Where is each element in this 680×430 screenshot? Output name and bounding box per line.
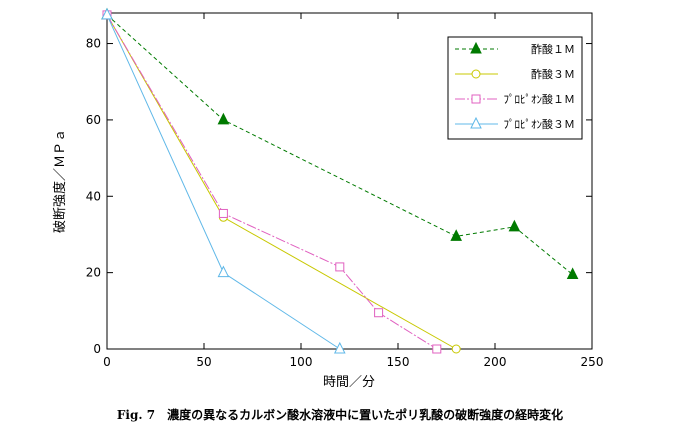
data-point [217,112,230,125]
legend-label: 酢酸１Ｍ [531,42,575,56]
data-point [508,219,521,232]
legend-entry: 酢酸３Ｍ [455,67,575,81]
data-point [217,265,230,278]
series-3 [102,10,442,354]
legend-marker [470,41,482,54]
y-tick-label: 40 [86,189,101,203]
legend-box [447,36,583,140]
x-tick-label: 50 [196,355,211,369]
x-tick-label: 100 [290,355,313,369]
plot-frame [106,12,593,350]
data-point [333,341,346,354]
x-tick-label: 200 [484,355,507,369]
legend-entry: ﾌﾟﾛﾋﾟｵﾝ酸３Ｍ [455,116,576,131]
series-line [106,14,457,350]
x-tick-label: 250 [581,355,604,369]
series-line [106,14,341,350]
data-point [101,7,113,20]
data-point [432,344,442,354]
legend-marker [471,69,481,79]
data-point [566,267,579,280]
legend-entry: ﾌﾟﾛﾋﾟｵﾝ酸１Ｍ [455,92,575,106]
figure-caption: Fig. 7 濃度の異なるカルボン酸水溶液中に置いたポリ乳酸の破断強度の経時変化 [0,406,680,423]
y-tick-label: 80 [86,37,101,51]
series-layer [101,7,579,354]
series-line [106,14,438,350]
y-tick-label: 0 [93,342,101,356]
chart: 0 50 100 150 200 250 0 20 40 60 80 酢酸１Ｍ 酢酸３Ｍ ﾌﾟﾛﾋﾟｵﾝ… [52,7,604,390]
series-2 [102,10,461,354]
x-tick-label: 150 [387,355,410,369]
y-tick-label: 60 [86,113,101,127]
data-point [374,308,384,318]
x-tick-label: 0 [103,355,111,369]
legend-label: 酢酸３Ｍ [531,67,575,81]
axis-ticks: 0 50 100 150 200 250 0 20 40 60 80 [86,13,604,369]
data-point [450,229,463,241]
y-tick-label: 20 [86,266,101,280]
x-axis-label: 時間／分 [323,375,375,390]
legend: 酢酸１Ｍ 酢酸３Ｍ ﾌﾟﾛﾋﾟｵﾝ酸１Ｍ ﾌﾟﾛﾋﾟｵﾝ酸３Ｍ [447,36,583,140]
legend-entry: 酢酸１Ｍ [455,41,575,56]
legend-marker [470,116,482,129]
figure-caption-text: 濃度の異なるカルボン酸水溶液中に置いたポリ乳酸の破断強度の経時変化 [167,408,564,422]
y-axis-label: 破断強度／ＭＰａ [52,129,68,233]
data-point [218,208,228,218]
figure-label: Fig. 7 [116,408,156,422]
legend-label: ﾌﾟﾛﾋﾟｵﾝ酸１Ｍ [504,92,576,106]
legend-marker [471,94,481,104]
data-point [335,262,345,272]
legend-label: ﾌﾟﾛﾋﾟｵﾝ酸３Ｍ [504,117,576,131]
series-4 [101,7,346,354]
data-point [451,344,461,354]
